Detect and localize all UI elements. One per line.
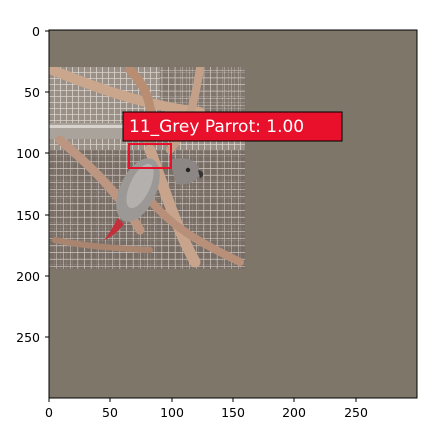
detection-label: 11_Grey Parrot: 1.00 <box>122 111 343 142</box>
x-tick-label: 0 <box>45 405 53 420</box>
x-axis: 0 50 100 150 200 250 <box>45 398 368 420</box>
y-tick-label: 250 <box>16 330 40 345</box>
detection-label-text: 11_Grey Parrot: 1.00 <box>129 117 304 137</box>
x-tick-label: 250 <box>344 405 368 420</box>
x-tick-label: 200 <box>282 405 306 420</box>
x-tick-label: 150 <box>221 405 245 420</box>
detection-box <box>128 143 172 169</box>
y-tick-label: 50 <box>24 85 40 100</box>
y-tick-label: 200 <box>16 269 40 284</box>
x-tick-label: 50 <box>102 405 118 420</box>
y-tick-label: 150 <box>16 208 40 223</box>
y-tick-label: 100 <box>16 146 40 161</box>
y-tick-label: 0 <box>32 24 40 39</box>
y-axis: 0 50 100 150 200 250 <box>16 24 49 345</box>
x-tick-label: 100 <box>160 405 184 420</box>
